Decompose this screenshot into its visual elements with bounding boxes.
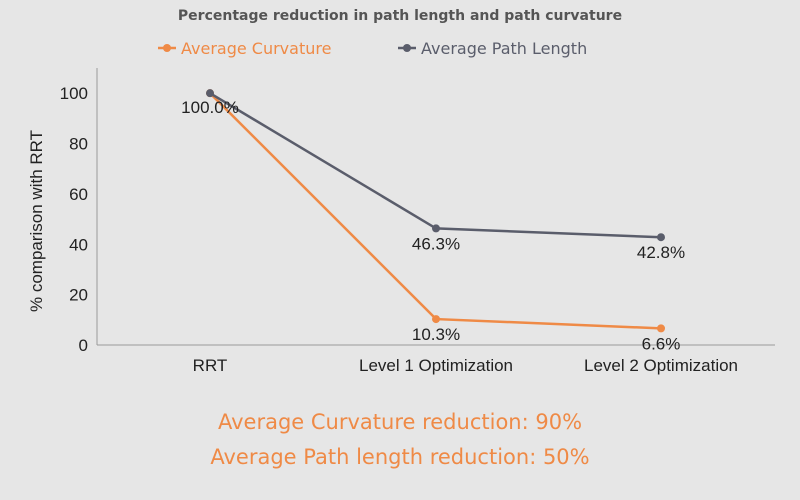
x-ticks: RRT Level 1 Optimization Level 2 Optimizat… xyxy=(193,356,738,375)
data-label-path-length: 42.8% xyxy=(637,243,685,262)
y-ticks: 0 20 40 60 80 100 xyxy=(60,84,88,355)
data-label-path-length: 46.3% xyxy=(412,234,460,253)
data-point-path-length xyxy=(206,89,214,98)
path-length-reduction-note: Average Path length reduction: 50% xyxy=(210,445,590,469)
legend-marker-curvature xyxy=(163,44,171,52)
series-layer xyxy=(206,89,665,333)
y-axis-label: % comparison with RRT xyxy=(27,130,46,312)
x-tick-label: Level 1 Optimization xyxy=(359,356,513,375)
legend-item-path-length: Average Path Length xyxy=(398,39,587,58)
y-tick-label: 100 xyxy=(60,84,88,103)
data-point-curvature xyxy=(432,315,440,324)
legend-marker-path-length xyxy=(403,44,411,52)
series-line-path-length xyxy=(209,92,662,239)
y-tick-label: 60 xyxy=(69,185,88,204)
data-labels: 10.3% 6.6% 100.0% 46.3% 42.8% xyxy=(181,98,685,353)
data-point-curvature xyxy=(657,324,665,333)
x-tick-label: Level 2 Optimization xyxy=(584,356,738,375)
data-label-path-length: 100.0% xyxy=(181,98,239,117)
y-tick-label: 0 xyxy=(79,336,88,355)
data-point-path-length xyxy=(657,233,665,242)
x-tick-label: RRT xyxy=(193,356,228,375)
data-label-curvature: 10.3% xyxy=(412,325,460,344)
legend-label-path-length: Average Path Length xyxy=(421,39,587,58)
data-label-curvature: 6.6% xyxy=(642,334,681,353)
y-tick-label: 80 xyxy=(69,135,88,154)
legend-item-curvature: Average Curvature xyxy=(158,39,331,58)
chart-title: Percentage reduction in path length and … xyxy=(178,8,622,24)
y-tick-label: 20 xyxy=(69,286,88,305)
curvature-reduction-note: Average Curvature reduction: 90% xyxy=(217,410,583,434)
series-line-curvature xyxy=(209,92,662,330)
legend-label-curvature: Average Curvature xyxy=(181,39,331,58)
y-tick-label: 40 xyxy=(69,235,88,254)
legend: Average Curvature Average Path Length xyxy=(158,39,587,58)
data-point-path-length xyxy=(432,224,440,233)
line-chart: Percentage reduction in path length and … xyxy=(27,8,775,375)
